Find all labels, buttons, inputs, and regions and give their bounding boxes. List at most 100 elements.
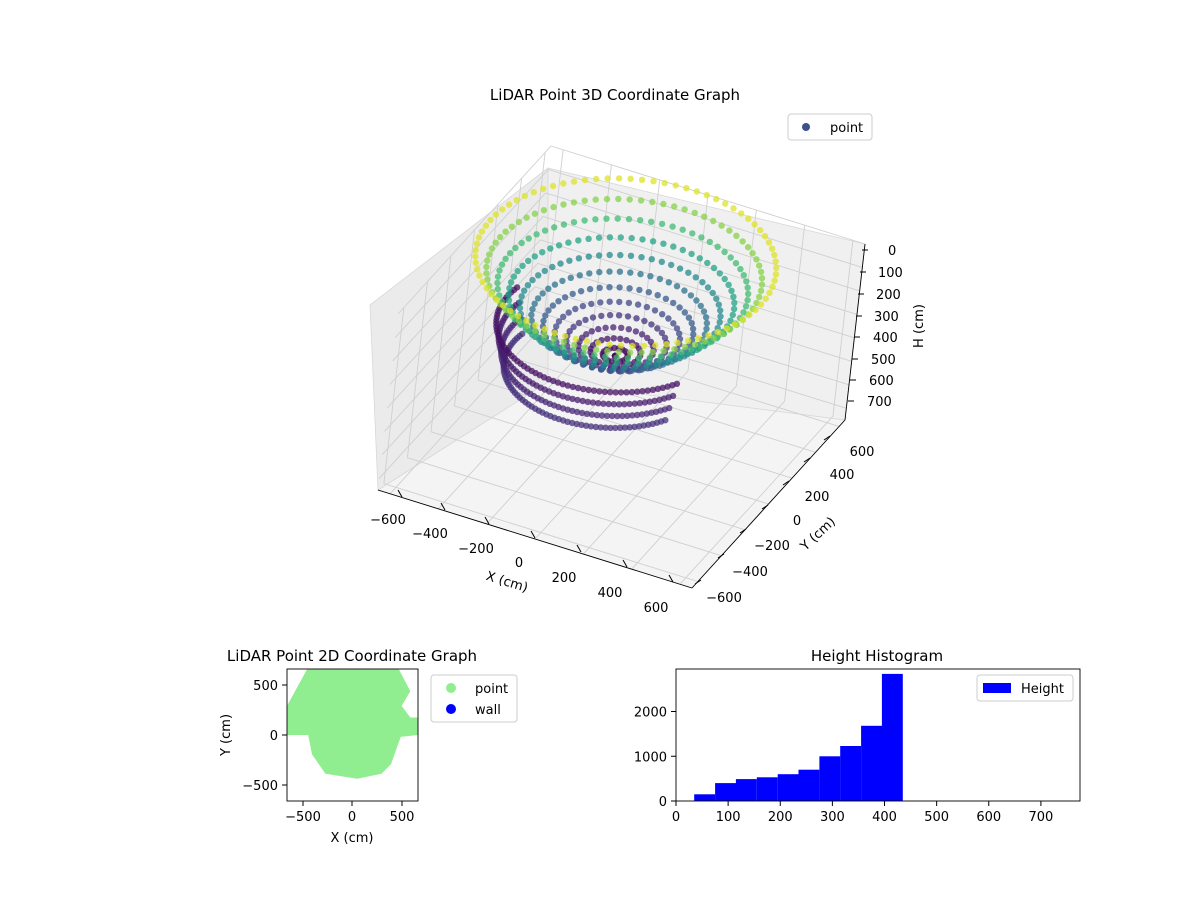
data-point	[575, 237, 582, 244]
grid-line	[397, 145, 552, 315]
data-point	[731, 299, 738, 307]
data-point	[606, 268, 613, 275]
data-point	[617, 424, 624, 431]
x-tick-label: 400	[598, 586, 623, 601]
data-point	[766, 289, 773, 296]
data-point	[506, 250, 514, 257]
data-point	[524, 282, 532, 289]
data-point	[586, 270, 593, 277]
data-point	[525, 257, 532, 265]
data-point	[569, 383, 577, 391]
histogram-bar	[735, 779, 757, 801]
data-point	[671, 203, 678, 210]
data-point	[551, 281, 559, 288]
data-point	[710, 264, 718, 272]
data-point	[701, 338, 708, 345]
data-point	[715, 301, 722, 308]
data-point	[561, 348, 568, 356]
data-point	[512, 244, 519, 252]
data-point	[597, 424, 604, 431]
data-point	[507, 279, 515, 286]
data-point	[506, 285, 513, 292]
z-tick-label: 500	[871, 353, 896, 368]
data-point	[625, 326, 632, 333]
data-point	[614, 412, 621, 420]
data-point	[510, 273, 518, 280]
data-point	[610, 401, 618, 408]
data-point	[627, 175, 634, 182]
data-point	[643, 410, 650, 417]
data-point	[679, 226, 686, 233]
data-point	[561, 294, 569, 301]
data-point	[533, 231, 540, 238]
data-point	[616, 268, 624, 275]
data-point	[728, 287, 735, 294]
data-point	[615, 175, 623, 182]
data-point	[606, 341, 613, 348]
data-point	[647, 273, 654, 280]
y-axis-line	[691, 419, 846, 589]
data-point	[769, 283, 776, 290]
z-tick-label: 700	[867, 395, 892, 410]
data-point	[500, 302, 507, 309]
data-point	[690, 331, 697, 338]
data-point	[588, 300, 595, 308]
data-point	[737, 265, 744, 273]
data-point	[580, 349, 587, 357]
data-point	[583, 410, 591, 417]
grid-line	[679, 415, 834, 585]
data-point	[589, 399, 597, 406]
data-point	[553, 323, 560, 330]
data-point	[474, 266, 481, 273]
data-point	[703, 325, 710, 332]
data-point	[689, 325, 697, 332]
data-point	[560, 338, 567, 346]
data-point	[592, 423, 600, 431]
data-point	[541, 227, 549, 234]
y-tick-label: 600	[850, 445, 875, 460]
legend-marker-height	[983, 683, 1011, 693]
data-point	[539, 290, 546, 297]
data-point	[532, 327, 539, 334]
data-point	[704, 259, 711, 267]
x-ticks-histogram: 0 100 200 300 400 500 600 700	[672, 801, 1053, 825]
data-point	[621, 401, 628, 408]
data-point	[656, 396, 663, 403]
data-point	[570, 323, 577, 331]
data-point	[772, 271, 780, 278]
data-point	[505, 297, 513, 304]
data-point	[685, 337, 692, 344]
data-point	[560, 180, 567, 187]
data-point	[692, 274, 699, 281]
histogram-bar	[819, 756, 841, 801]
y-tick-label: 500	[253, 679, 278, 694]
x-axis-line	[377, 489, 693, 589]
data-point	[638, 331, 646, 338]
histogram-bar	[861, 725, 882, 801]
data-point	[552, 345, 559, 352]
data-point	[472, 253, 479, 260]
y-tick-label: 2000	[634, 706, 667, 721]
data-point	[703, 191, 710, 199]
data-point	[591, 351, 598, 359]
histogram-bar	[777, 774, 799, 801]
data-point	[745, 215, 752, 222]
data-point	[738, 210, 745, 217]
data-point	[706, 238, 713, 246]
data-point	[681, 287, 688, 294]
x-tick-label: 500	[390, 810, 415, 825]
data-point	[560, 201, 567, 208]
data-point	[659, 311, 666, 318]
data-point	[626, 424, 633, 431]
data-point	[513, 196, 520, 204]
data-point	[479, 278, 486, 286]
data-point	[585, 253, 592, 260]
data-point	[753, 256, 760, 263]
data-point	[581, 176, 589, 184]
data-point	[758, 275, 766, 282]
data-point	[602, 324, 609, 331]
data-point	[762, 295, 769, 302]
data-point	[591, 356, 599, 364]
x-axis-label-3d: X (cm)	[484, 569, 530, 596]
